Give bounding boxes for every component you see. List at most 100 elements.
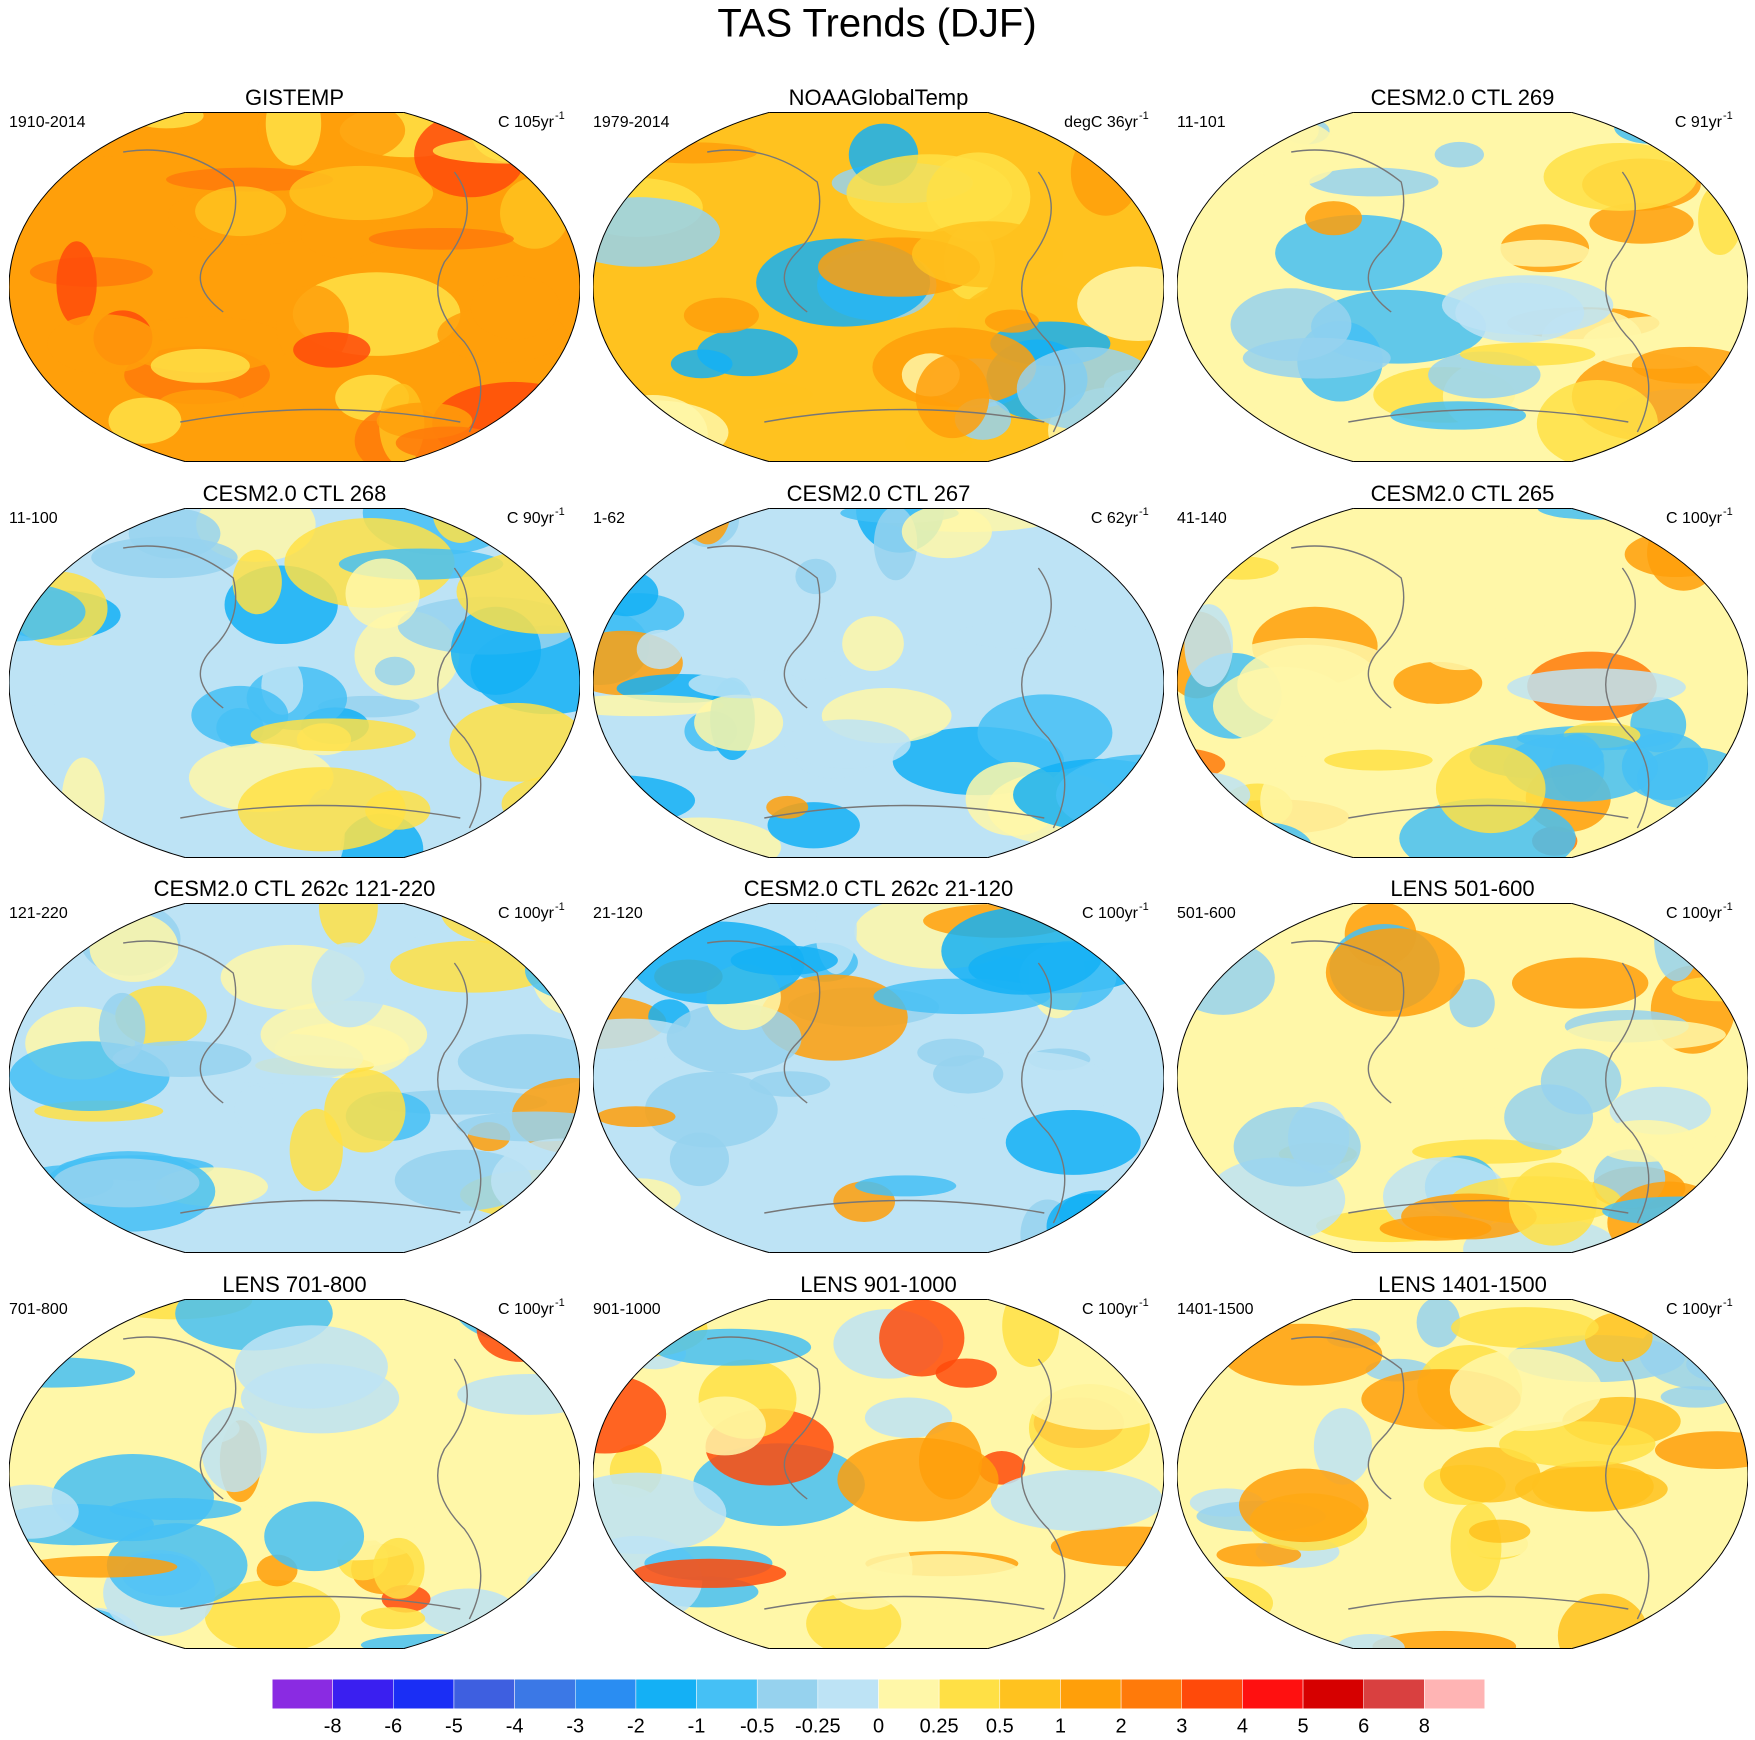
map-blob [915, 354, 990, 439]
map-blob [1607, 1181, 1730, 1253]
map [1177, 112, 1748, 462]
left-label: 41-140 [1177, 510, 1227, 527]
colorbar-label: 5 [1297, 1715, 1308, 1737]
map-blob [1184, 604, 1233, 687]
left-label: 701-800 [9, 1301, 68, 1318]
map-blob [629, 142, 757, 164]
colorbar-label: -5 [445, 1715, 463, 1737]
map-blob [854, 1175, 957, 1197]
coastline [180, 804, 461, 819]
colorbar-box [1302, 1678, 1364, 1710]
map-blob [1233, 1107, 1361, 1187]
map-blob [150, 348, 250, 383]
map-blob [166, 167, 334, 192]
map-blob [1177, 1228, 1292, 1253]
coastline [764, 804, 1045, 819]
colorbar-label: -0.25 [795, 1715, 841, 1737]
coastline [707, 940, 821, 1104]
right-label: C 100yr [498, 905, 555, 922]
map-blob [1177, 772, 1251, 819]
colorbar-label: -2 [627, 1715, 645, 1737]
coastline [1605, 567, 1650, 829]
coastline [123, 940, 237, 1104]
panel-title: CESM2.0 CTL 262c 121-220 [154, 876, 436, 901]
map-blob [1336, 1634, 1405, 1649]
map-blob [597, 395, 708, 462]
map-blob [372, 1537, 425, 1599]
map-blob [289, 165, 434, 221]
map-blob [311, 942, 388, 1028]
right-label-sup: -1 [1139, 110, 1149, 122]
right-label-sup: -1 [1139, 506, 1149, 518]
map-blob [1584, 1312, 1653, 1363]
map-field [1177, 112, 1748, 462]
colorbar-label: 4 [1237, 1715, 1248, 1737]
colorbar-box [878, 1678, 940, 1710]
map-blob [1511, 957, 1649, 1009]
right-label: C 91yr [1675, 114, 1723, 131]
map-field [9, 903, 580, 1253]
map-blob [300, 211, 388, 259]
coastline [437, 171, 482, 433]
map-blob [1077, 266, 1164, 341]
colorbar-box [999, 1678, 1061, 1710]
map-blob [683, 297, 759, 334]
right-label-sup: -1 [1723, 506, 1733, 518]
map-blob [1564, 1019, 1726, 1050]
map-field [1177, 1299, 1748, 1649]
map-blob [990, 1469, 1164, 1531]
map-blob [112, 1040, 252, 1077]
map-blob [106, 1523, 248, 1608]
map-blob [1260, 756, 1358, 846]
map-blob [201, 1406, 267, 1493]
left-label: 1979-2014 [593, 114, 670, 131]
left-label: 1910-2014 [9, 114, 86, 131]
map-blob [901, 508, 992, 559]
coastline [1291, 149, 1405, 313]
colorbar-box [271, 1678, 333, 1710]
colorbar-box [1181, 1678, 1243, 1710]
map [1177, 903, 1748, 1253]
map-blob [911, 221, 1063, 288]
colorbar-label: 0 [873, 1715, 884, 1737]
colorbar-box [1120, 1678, 1182, 1710]
map-blob [1393, 661, 1483, 704]
map-blob [593, 147, 642, 169]
map-blob [1221, 1323, 1383, 1386]
map-field [9, 1299, 580, 1649]
map-blob [524, 939, 580, 1001]
map-blob [14, 670, 71, 707]
map-blob [1557, 1593, 1649, 1649]
map-blob [1602, 1196, 1748, 1226]
right-label-sup: -1 [1723, 901, 1733, 913]
map [593, 508, 1164, 858]
map-blob [1177, 940, 1275, 1015]
map-blob [47, 314, 161, 374]
right-label: C 100yr [1082, 1301, 1139, 1318]
map-blob [360, 1633, 520, 1649]
map-blob [1055, 754, 1164, 836]
map-blob [1237, 644, 1382, 726]
colorbar-box [393, 1678, 455, 1710]
map-blob [842, 616, 904, 671]
coastline [1348, 1595, 1629, 1610]
map-blob [432, 508, 489, 543]
colorbar-box [817, 1678, 879, 1710]
map-blob [1634, 429, 1714, 462]
left-label: 501-600 [1177, 905, 1236, 922]
map-blob [1002, 1593, 1131, 1649]
coastline [123, 149, 237, 313]
map-blob [749, 1071, 831, 1097]
map-blob [1540, 1048, 1622, 1115]
map-blob [9, 1192, 78, 1217]
map-blob [23, 1556, 178, 1578]
map-blob [501, 774, 580, 834]
coastline [1291, 1336, 1405, 1500]
panel-title: GISTEMP [245, 85, 344, 110]
coastline [1021, 962, 1066, 1224]
colorbar-box [514, 1678, 576, 1710]
map-blob [456, 549, 580, 634]
coastline [1348, 1199, 1629, 1214]
map-blob [1449, 1348, 1603, 1431]
right-label-sup: -1 [555, 506, 565, 518]
